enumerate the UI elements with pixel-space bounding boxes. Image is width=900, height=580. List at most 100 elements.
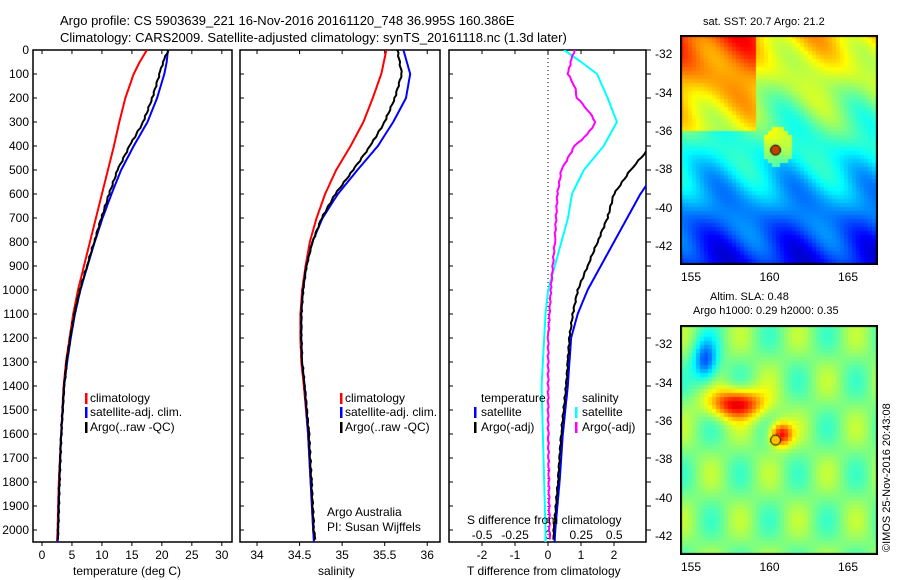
x-tick-label: 30	[215, 548, 229, 562]
panel-frame	[32, 49, 233, 543]
y-tick-label: 700	[9, 211, 29, 225]
lat-tick-label: -34	[655, 375, 673, 390]
lat-tick-label: -32	[655, 47, 673, 62]
legend-t-argo: Argo(-adj)	[481, 420, 535, 434]
x-tick-label: 5	[69, 548, 76, 562]
credit-text: ©IMOS 25-Nov-2016 20:43:08	[881, 403, 893, 552]
legend-s-sat: satellite	[582, 405, 623, 419]
x-tick-label: 35	[335, 548, 349, 562]
legend-swatch	[474, 422, 477, 433]
series-line-climatology	[299, 50, 388, 542]
legend-swatch	[575, 422, 578, 433]
panel-frame	[239, 49, 441, 543]
legend-satellite: satellite-adj. clim.	[345, 405, 438, 419]
y-tick-label: 900	[9, 259, 29, 273]
y-tick-label: 1300	[2, 355, 29, 369]
series-line-argo-raw-qc-	[56, 50, 170, 540]
lat-tick-label: -32	[655, 337, 673, 352]
lon-tick-label: 165	[837, 560, 859, 574]
y-tick-label: 1200	[2, 331, 29, 345]
diff-xlabel: T difference from climatology	[467, 564, 621, 578]
sst-map	[680, 35, 878, 265]
temp-xlabel: temperature (deg C)	[73, 564, 182, 578]
lon-tick-label: 165	[837, 270, 859, 284]
y-tick-label: 1800	[2, 475, 29, 489]
legend-argo: Argo(..raw -QC)	[90, 420, 175, 434]
y-tick-label: 1100	[3, 307, 29, 321]
lat-tick-label: -40	[655, 490, 673, 505]
y-tick-label: 600	[9, 187, 29, 201]
y-tick-label: 500	[9, 163, 29, 177]
series-line-satellite-adj-clim-	[56, 50, 169, 542]
lat-tick-label: -42	[655, 239, 673, 254]
legend-swatch	[340, 393, 343, 404]
y-tick-label: 0	[22, 43, 29, 57]
x-tick-label: -2	[477, 548, 488, 562]
title-line-1: Argo profile: CS 5903639_221 16-Nov-2016…	[60, 13, 515, 28]
x-tick-label: 34	[250, 548, 264, 562]
legend-t-sat: satellite	[481, 405, 522, 419]
x-tick-label: 15	[125, 548, 139, 562]
lat-tick-label: -42	[655, 529, 673, 544]
y-tick-label: 1600	[2, 427, 29, 441]
y-tick-label: 200	[9, 91, 29, 105]
x-tick-label: 35.5	[373, 548, 397, 562]
y-tick-label: 300	[9, 115, 29, 129]
map2-title-1: Altim. SLA: 0.48	[710, 291, 789, 303]
legend-s-argo: Argo(-adj)	[582, 420, 636, 434]
x-tick-label: 10	[95, 548, 109, 562]
x-tick-label: 1	[578, 548, 585, 562]
legend-swatch	[474, 407, 477, 418]
series-line-t-satellite	[553, 184, 646, 542]
legend-argo: Argo(..raw -QC)	[345, 420, 430, 434]
y-tick-label: 1000	[2, 283, 29, 297]
x2-tick-label: 0.25	[570, 528, 594, 542]
y-tick-label: 1900	[2, 499, 29, 513]
series-line-s-argo-adj-	[546, 50, 597, 540]
legend-s-title: salinity	[582, 391, 619, 405]
lat-tick-label: -36	[655, 414, 673, 428]
x-tick-label: 0	[545, 548, 552, 562]
lat-tick-label: -38	[655, 162, 673, 177]
x-tick-label: 36	[421, 548, 435, 562]
legend-climatology: climatology	[90, 391, 151, 405]
y-tick-label: 1700	[2, 451, 29, 465]
map1-title: sat. SST: 20.7 Argo: 21.2	[703, 16, 825, 28]
x-tick-label: -1	[510, 548, 521, 562]
annotation-2: PI: Susan Wijffels	[327, 520, 421, 534]
x2-tick-label: -0.25	[501, 528, 529, 542]
x2-tick-label: -0.5	[472, 528, 493, 542]
sal-xlabel: salinity	[318, 564, 355, 578]
lat-tick-label: -38	[655, 452, 673, 467]
legend-swatch	[85, 407, 88, 418]
legend-swatch	[575, 407, 578, 418]
lon-tick-label: 155	[680, 560, 702, 574]
x-tick-label: 25	[185, 548, 199, 562]
legend-swatch	[85, 393, 88, 404]
legend-satellite: satellite-adj. clim.	[90, 405, 183, 419]
map2-title-2: Argo h1000: 0.29 h2000: 0.35	[693, 305, 839, 317]
series-line-argo-raw-qc-	[299, 50, 403, 540]
annotation-1: Argo Australia	[327, 505, 402, 519]
y-tick-label: 1400	[2, 379, 29, 393]
lon-tick-label: 155	[680, 270, 702, 284]
lon-tick-label: 160	[759, 270, 780, 284]
sla-map	[680, 325, 878, 555]
x-tick-label: 34.5	[288, 548, 312, 562]
lat-tick-label: -36	[655, 124, 673, 138]
y-tick-label: 400	[9, 139, 29, 153]
legend-swatch	[340, 407, 343, 418]
y-tick-label: 1500	[2, 403, 29, 417]
series-line-t-argo-adj-	[552, 150, 646, 540]
y-tick-label: 2000	[2, 523, 29, 537]
x-tick-label: 2	[611, 548, 618, 562]
legend-swatch	[85, 422, 88, 433]
series-line-satellite-adj-clim-	[300, 50, 412, 542]
y-tick-label: 800	[9, 235, 29, 249]
x-tick-label: 20	[155, 548, 169, 562]
lon-tick-label: 160	[759, 560, 780, 574]
series-line-climatology	[56, 50, 148, 542]
lat-tick-label: -34	[655, 85, 673, 100]
legend-t-title: temperature	[481, 391, 546, 405]
